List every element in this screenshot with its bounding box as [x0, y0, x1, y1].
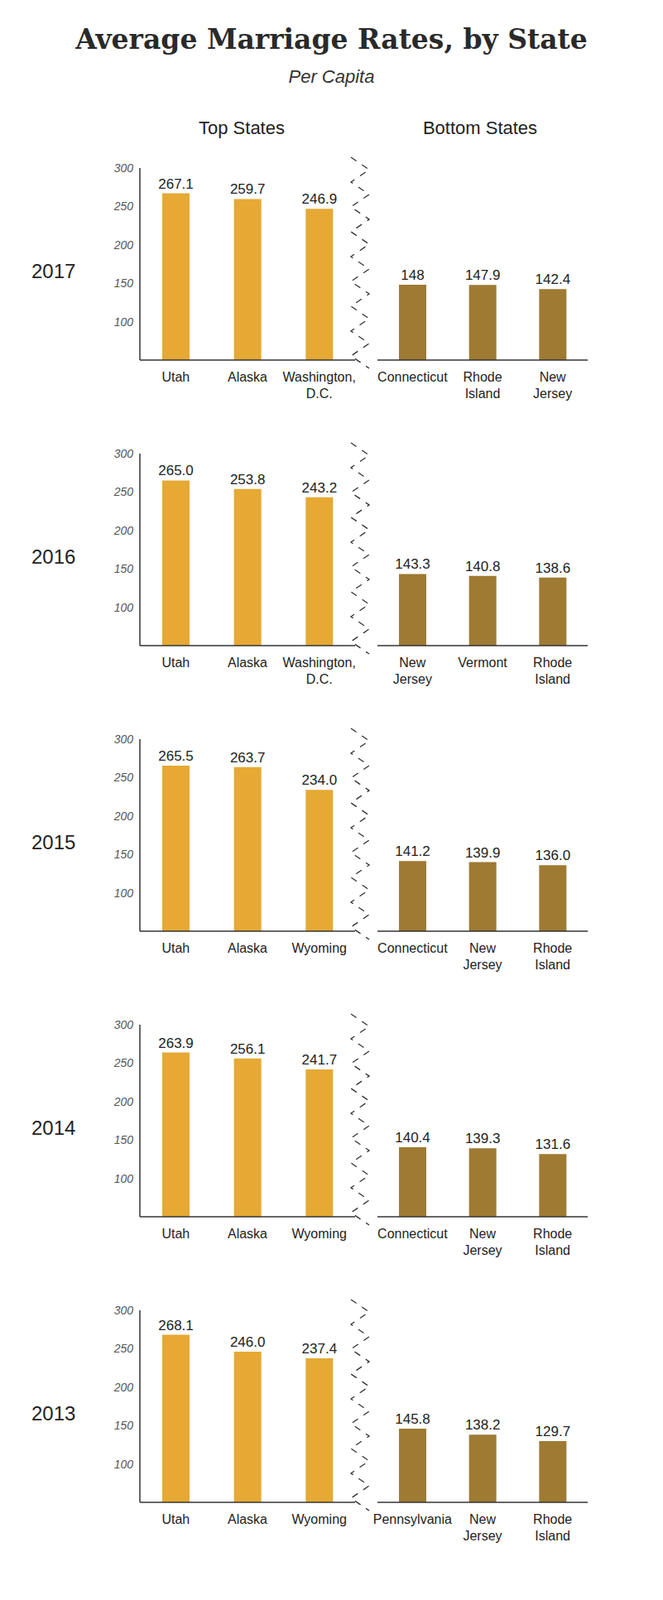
svg-text:RhodeIsland: RhodeIsland [462, 369, 502, 401]
svg-text:150: 150 [114, 1418, 135, 1432]
svg-text:Washington,D.C.: Washington,D.C. [282, 369, 356, 401]
svg-text:259.7: 259.7 [230, 181, 266, 197]
svg-text:241.7: 241.7 [302, 1052, 338, 1068]
svg-text:Connecticut: Connecticut [377, 369, 448, 385]
svg-text:300: 300 [114, 1303, 135, 1317]
html-text:Top States: Top States [198, 117, 285, 139]
svg-text:NewJersey: NewJersey [462, 941, 502, 972]
svg-text:268.1: 268.1 [158, 1317, 194, 1334]
svg-text:NewJersey: NewJersey [462, 1226, 502, 1258]
svg-text:NewJersey: NewJersey [533, 369, 572, 401]
html-text:Average Marriage Rates, by Sta: Average Marriage Rates, by State [75, 23, 588, 56]
html-text:2015: 2015 [31, 831, 76, 854]
svg-text:200: 200 [113, 809, 135, 823]
svg-text:145.8: 145.8 [394, 1411, 431, 1427]
svg-text:300: 300 [114, 446, 135, 461]
svg-text:140.4: 140.4 [394, 1129, 431, 1146]
svg-text:RhodeIsland: RhodeIsland [533, 1512, 572, 1543]
svg-text:250: 250 [113, 199, 135, 213]
svg-text:200: 200 [113, 1380, 135, 1394]
svg-text:250: 250 [113, 485, 135, 499]
html-text:2016: 2016 [31, 545, 76, 568]
svg-text:141.2: 141.2 [394, 843, 431, 860]
html-text:2014: 2014 [31, 1116, 76, 1139]
svg-text:136.0: 136.0 [535, 847, 572, 864]
svg-text:Pennsylvania: Pennsylvania [373, 1512, 452, 1527]
svg-text:138.2: 138.2 [465, 1417, 501, 1433]
svg-text:263.9: 263.9 [158, 1035, 194, 1052]
svg-text:300: 300 [114, 732, 135, 746]
svg-text:200: 200 [113, 1095, 135, 1109]
svg-text:Wyoming: Wyoming [291, 941, 347, 956]
svg-text:RhodeIsland: RhodeIsland [533, 655, 572, 687]
svg-text:147.9: 147.9 [465, 267, 501, 284]
svg-text:246.0: 246.0 [230, 1334, 266, 1351]
svg-text:Washington,D.C.: Washington,D.C. [282, 655, 356, 687]
svg-text:100: 100 [114, 886, 135, 900]
svg-text:Wyoming: Wyoming [291, 1226, 347, 1241]
svg-text:200: 200 [113, 523, 135, 538]
svg-text:NewJersey: NewJersey [462, 1512, 502, 1543]
svg-text:256.1: 256.1 [230, 1041, 266, 1057]
svg-text:150: 150 [114, 276, 135, 290]
svg-text:Utah: Utah [161, 941, 190, 956]
svg-text:237.4: 237.4 [302, 1340, 338, 1357]
svg-text:150: 150 [114, 1133, 135, 1147]
svg-text:Utah: Utah [161, 1512, 190, 1527]
svg-text:250: 250 [113, 770, 135, 784]
svg-text:234.0: 234.0 [302, 772, 338, 788]
svg-text:NewJersey: NewJersey [393, 655, 433, 687]
svg-text:RhodeIsland: RhodeIsland [533, 941, 572, 972]
svg-text:100: 100 [114, 315, 135, 329]
svg-text:139.9: 139.9 [465, 845, 501, 861]
svg-text:250: 250 [113, 1341, 135, 1355]
svg-text:100: 100 [114, 1457, 135, 1471]
svg-text:265.0: 265.0 [158, 462, 194, 479]
svg-text:129.7: 129.7 [535, 1423, 572, 1440]
svg-text:140.8: 140.8 [465, 558, 501, 575]
html-text:2017: 2017 [31, 259, 76, 283]
svg-text:Utah: Utah [161, 369, 190, 385]
svg-text:Wyoming: Wyoming [291, 1512, 347, 1527]
html-text:Bottom States: Bottom States [422, 117, 538, 139]
svg-text:138.6: 138.6 [535, 560, 572, 577]
svg-text:253.8: 253.8 [230, 471, 266, 488]
svg-text:246.9: 246.9 [302, 191, 338, 207]
svg-text:265.5: 265.5 [158, 748, 194, 764]
svg-text:131.6: 131.6 [535, 1136, 572, 1153]
svg-text:300: 300 [114, 161, 135, 175]
svg-text:139.3: 139.3 [465, 1130, 501, 1147]
svg-text:Utah: Utah [161, 655, 190, 670]
svg-text:Connecticut: Connecticut [377, 1226, 448, 1241]
svg-text:243.2: 243.2 [302, 480, 338, 496]
svg-text:267.1: 267.1 [158, 176, 194, 193]
svg-text:Alaska: Alaska [227, 941, 268, 956]
svg-text:Alaska: Alaska [227, 1512, 268, 1527]
svg-text:RhodeIsland: RhodeIsland [533, 1226, 572, 1258]
svg-text:Alaska: Alaska [227, 1226, 268, 1241]
svg-text:Vermont: Vermont [457, 655, 508, 670]
svg-text:100: 100 [114, 600, 135, 615]
svg-text:Alaska: Alaska [227, 369, 268, 385]
svg-text:300: 300 [114, 1018, 135, 1032]
html-text:Per Capita: Per Capita [288, 66, 375, 87]
svg-text:100: 100 [114, 1172, 135, 1186]
svg-text:143.3: 143.3 [394, 556, 431, 572]
svg-text:Alaska: Alaska [227, 655, 268, 670]
svg-text:150: 150 [114, 562, 135, 576]
svg-text:250: 250 [113, 1056, 135, 1070]
svg-text:Connecticut: Connecticut [377, 941, 448, 956]
svg-text:142.4: 142.4 [535, 271, 572, 288]
svg-text:148: 148 [400, 267, 424, 284]
svg-text:150: 150 [114, 847, 135, 861]
svg-text:Utah: Utah [161, 1226, 190, 1241]
html-text:2013: 2013 [31, 1402, 76, 1425]
svg-text:263.7: 263.7 [230, 749, 266, 766]
svg-text:200: 200 [113, 238, 135, 252]
